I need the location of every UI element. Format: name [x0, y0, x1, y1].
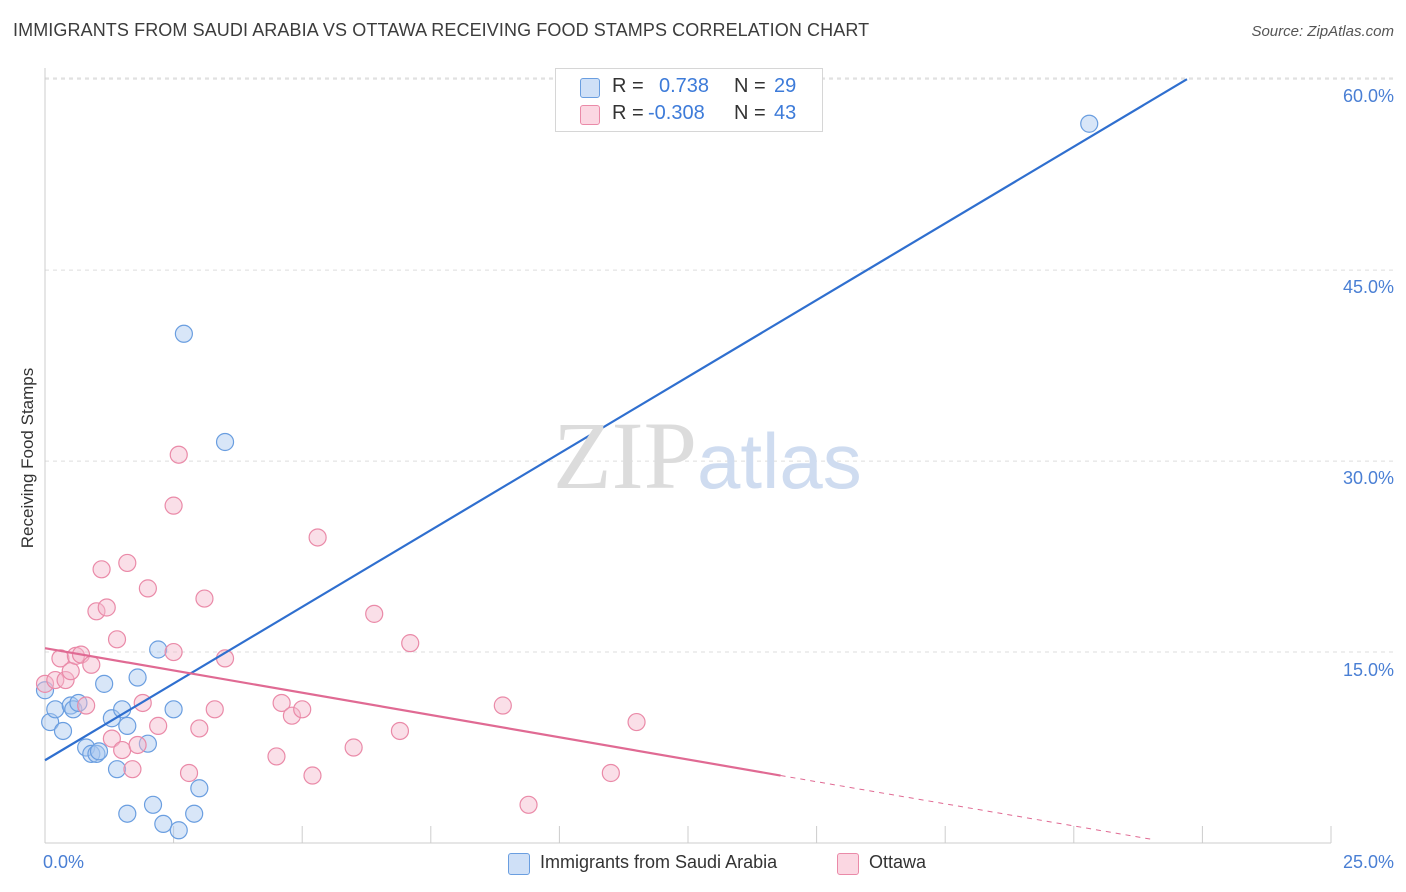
- ottawa-point-25: [181, 764, 198, 781]
- saudi-arabia-point-28: [217, 433, 234, 450]
- ottawa-point-5: [62, 663, 79, 680]
- gridlines: [45, 78, 1395, 652]
- saudi-arabia-point-26: [186, 805, 203, 822]
- x-tick-marks: [45, 826, 1331, 843]
- y-tick-label-45: 45.0%: [1343, 277, 1394, 298]
- series-ottawa: [37, 446, 646, 813]
- legend-row-blue: R = 0.738 N = 29: [556, 75, 822, 101]
- saudi-arabia-point-14: [109, 761, 126, 778]
- saudi-arabia-point-22: [155, 815, 172, 832]
- ottawa-point-43: [628, 714, 645, 731]
- chart-title: IMMIGRANTS FROM SAUDI ARABIA VS OTTAWA R…: [13, 20, 869, 41]
- legend-n-value: 43: [774, 102, 796, 125]
- legend-r-label: R =: [612, 75, 644, 98]
- saudi-arabia-point-4: [55, 722, 72, 739]
- legend-n-label: N =: [734, 102, 766, 125]
- ottawa-point-8: [78, 697, 95, 714]
- legend-r-value: -0.308: [648, 102, 705, 125]
- legend-r-label: R =: [612, 102, 644, 125]
- ottawa-point-37: [366, 605, 383, 622]
- trend-line-ottawa: [45, 648, 781, 775]
- saudi-arabia-point-20: [145, 796, 162, 813]
- ottawa-point-11: [93, 561, 110, 578]
- ottawa-point-15: [114, 742, 131, 759]
- ottawa-point-21: [150, 717, 167, 734]
- ottawa-point-24: [170, 446, 187, 463]
- saudi-arabia-point-21: [150, 641, 167, 658]
- legend-row-pink: R = -0.308 N = 43: [556, 102, 822, 128]
- legend-n-value: 29: [774, 75, 796, 98]
- saudi-arabia-point-27: [191, 780, 208, 797]
- ottawa-point-42: [602, 764, 619, 781]
- ottawa-point-20: [139, 580, 156, 597]
- legend-r-value: 0.738: [659, 75, 709, 98]
- ottawa-point-28: [206, 701, 223, 718]
- legend-swatch-blue: [580, 78, 600, 98]
- trend-lines: [45, 79, 1187, 839]
- ottawa-point-30: [268, 748, 285, 765]
- stats-legend: R = 0.738 N = 29 R = -0.308 N = 43: [555, 68, 823, 132]
- saudi-arabia-point-16: [119, 717, 136, 734]
- saudi-arabia-point-12: [96, 675, 113, 692]
- legend-item-label: Ottawa: [869, 852, 926, 873]
- saudi-arabia-point-25: [175, 325, 192, 342]
- legend-n-label: N =: [734, 75, 766, 98]
- saudi-arabia-point-18: [129, 669, 146, 686]
- ottawa-point-22: [165, 644, 182, 661]
- ottawa-point-12: [98, 599, 115, 616]
- ottawa-point-36: [345, 739, 362, 756]
- y-tick-label-15: 15.0%: [1343, 660, 1394, 681]
- saudi-arabia-point-17: [119, 805, 136, 822]
- ottawa-point-38: [391, 722, 408, 739]
- ottawa-point-16: [119, 554, 136, 571]
- trend-line-saudi-arabia: [45, 79, 1187, 760]
- ottawa-point-33: [294, 701, 311, 718]
- ottawa-point-35: [309, 529, 326, 546]
- ottawa-point-23: [165, 497, 182, 514]
- legend-swatch-pink: [580, 105, 600, 125]
- source-credit: Source: ZipAtlas.com: [1251, 23, 1394, 40]
- ottawa-point-34: [304, 767, 321, 784]
- y-axis-label: Receiving Food Stamps: [18, 368, 38, 548]
- saudi-arabia-point-23: [165, 701, 182, 718]
- ottawa-point-39: [402, 635, 419, 652]
- ottawa-point-40: [494, 697, 511, 714]
- saudi-arabia-point-29: [1081, 115, 1098, 132]
- ottawa-point-26: [191, 720, 208, 737]
- ottawa-point-41: [520, 796, 537, 813]
- legend-swatch-pink: [837, 853, 859, 875]
- trend-extension-ottawa: [781, 776, 1151, 840]
- saudi-arabia-point-11: [91, 743, 108, 760]
- series-legend: Immigrants from Saudi Arabia Ottawa: [0, 852, 1406, 878]
- legend-swatch-blue: [508, 853, 530, 875]
- ottawa-point-27: [196, 590, 213, 607]
- saudi-arabia-point-24: [170, 822, 187, 839]
- legend-item-label: Immigrants from Saudi Arabia: [540, 852, 777, 873]
- ottawa-point-17: [124, 761, 141, 778]
- axes: [45, 68, 1331, 843]
- y-tick-label-60: 60.0%: [1343, 86, 1394, 107]
- ottawa-point-9: [83, 656, 100, 673]
- scatter-chart: [0, 0, 1406, 892]
- ottawa-point-14: [109, 631, 126, 648]
- y-tick-label-30: 30.0%: [1343, 468, 1394, 489]
- saudi-arabia-point-3: [47, 701, 64, 718]
- ottawa-point-18: [129, 736, 146, 753]
